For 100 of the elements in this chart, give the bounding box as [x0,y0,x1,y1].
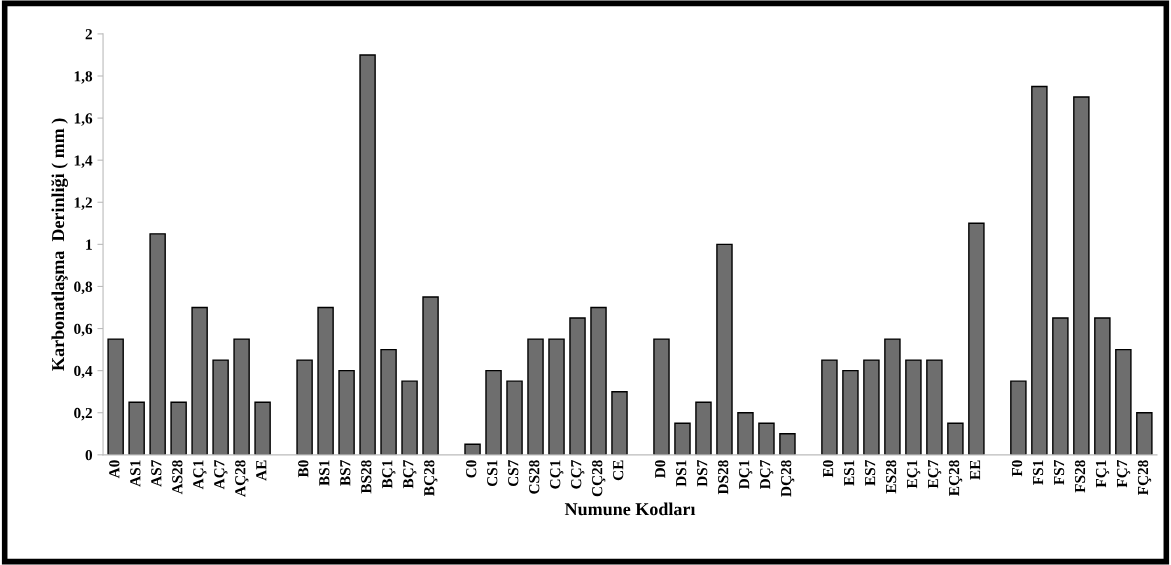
bar [191,306,208,455]
x-tick-label: FS28 [1074,460,1086,493]
bar [590,306,607,455]
x-tick-label: EE [970,460,981,480]
x-tick-label: BS28 [361,460,372,494]
bar [296,359,313,455]
x-tick-label: AE [256,460,267,481]
bar [1115,348,1132,455]
bar [926,359,943,455]
x-tick-label: FS7 [1053,460,1065,485]
x-tick-label: CÇ28 [592,460,606,497]
bar [527,338,544,455]
bar [674,422,691,455]
y-tick-label: 1,8 [74,71,93,84]
x-tick-label: DS28 [717,460,729,495]
x-tick-label: AS7 [151,460,162,487]
bar [737,412,754,455]
x-axis-title: Numune Kodları [564,502,696,516]
bar [548,338,565,455]
bar [317,306,334,455]
bar [233,338,250,455]
bar [338,369,355,455]
x-tick-label: AÇ7 [214,460,228,490]
bar [842,369,859,455]
x-tick-label: E0 [822,460,834,478]
y-tick-label: 1 [86,239,92,250]
bar [128,401,145,455]
x-tick-label: EÇ1 [906,460,921,489]
y-tick-label: 0,4 [74,365,93,379]
y-tick-label: 0,6 [74,323,93,337]
x-tick-label: CS28 [529,460,540,494]
x-tick-label: ES28 [885,460,897,494]
bar [758,422,775,455]
bar [1031,85,1048,455]
y-tick-label: 1,6 [74,113,93,126]
x-tick-label: CS1 [487,460,498,487]
x-tick-label: CÇ1 [550,460,564,489]
bar [1094,317,1111,455]
x-tick-label: CE [613,460,624,481]
x-tick-label: C0 [466,460,477,478]
bar [485,369,502,455]
bar [359,54,376,455]
bar [107,338,124,455]
bar [884,338,901,455]
bar [1010,380,1027,455]
x-tick-label: AÇ28 [235,460,249,497]
x-tick-label: AÇ1 [193,460,207,490]
x-tick-label: BS7 [340,460,351,486]
x-tick-label: B0 [298,460,309,478]
x-tick-label: DÇ1 [739,460,753,490]
x-tick-label: DS7 [697,460,708,487]
x-tick-label: FÇ7 [1116,460,1131,488]
x-tick-label: EÇ7 [927,460,942,489]
x-tick-label: CÇ7 [571,460,585,489]
bar [170,401,187,455]
x-tick-label: DÇ7 [760,460,774,490]
bar [947,422,964,455]
bar [569,317,586,455]
bar [968,222,985,455]
bar [905,359,922,455]
x-tick-label: DÇ28 [780,460,795,497]
x-tick-label: CS7 [508,460,519,487]
x-tick-label: FÇ28 [1137,460,1152,496]
x-tick-label: AS28 [172,460,183,495]
bar [506,380,523,455]
bar [863,359,880,455]
x-tick-label: F0 [1011,460,1023,477]
x-tick-label: BÇ1 [382,460,396,489]
x-tick-label: EÇ28 [948,460,963,496]
x-tick-label: ES7 [864,460,876,486]
x-tick-label: FS1 [1032,460,1044,485]
y-axis-title: Karbonatlaşma Derinliği ( mm ) [51,118,68,371]
x-tick-label: DS1 [676,460,687,487]
x-tick-label: AS1 [130,460,141,487]
x-tick-label: A0 [109,460,120,479]
bar [611,390,628,455]
y-tick-label: 0 [85,449,93,461]
x-tick-label: D0 [655,460,666,479]
x-tick-label: BS1 [319,460,330,486]
bar [779,433,796,455]
bar [1052,317,1069,455]
bar [695,401,712,455]
y-tick-label: 1,4 [74,155,93,168]
bar [422,296,439,455]
bar [380,348,397,455]
bar [149,233,166,455]
bar [254,401,271,455]
bar [1073,96,1090,455]
bar [1136,412,1153,455]
bar [821,359,838,455]
y-tick-label: 0,2 [74,407,92,421]
x-tick-label: BÇ7 [403,460,417,489]
bar [716,243,733,455]
x-tick-label: ES1 [843,460,855,486]
x-tick-label: BÇ28 [424,460,438,496]
y-tick-label: 0,8 [74,281,93,295]
x-tick-label: FÇ1 [1095,460,1110,488]
bar [212,359,229,455]
bar [464,443,481,455]
bar [401,380,418,455]
